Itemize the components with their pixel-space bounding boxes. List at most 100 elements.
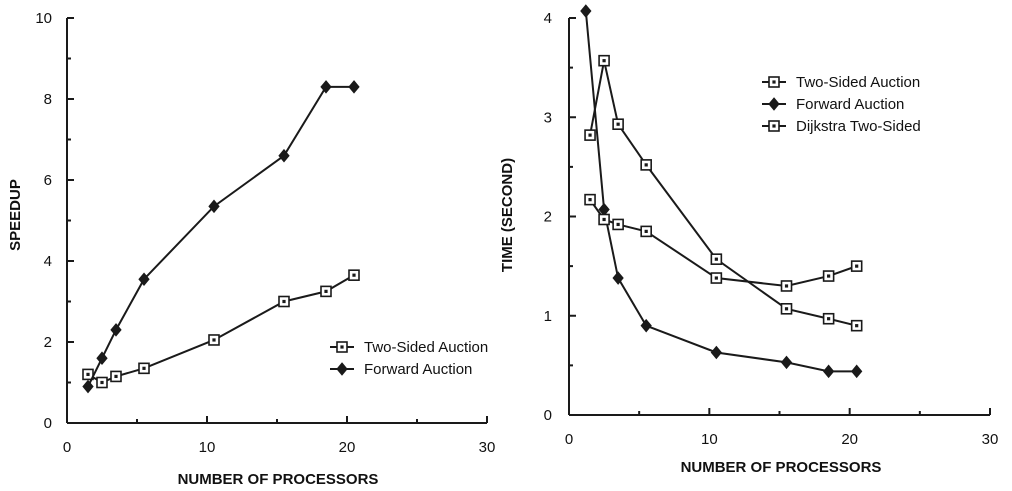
time-series-forward-auction-line <box>584 10 857 373</box>
time-x-tick-label: 10 <box>701 431 718 448</box>
time-series-dijkstra-two-sided-marker <box>612 218 624 231</box>
speedup-series-two-sided-auction-marker-dot <box>86 372 90 376</box>
time-series-two-sided-auction-legend-marker-dot <box>772 80 776 84</box>
speedup-series-two-sided-auction-marker <box>208 334 220 346</box>
speedup-series-forward-auction-marker <box>320 80 332 94</box>
time-y-tick-label: 0 <box>544 407 552 424</box>
time-series-two-sided-auction-marker-dot <box>784 307 789 311</box>
time-series-dijkstra-two-sided-marker <box>598 213 610 226</box>
speedup-y-tick-label: 8 <box>44 91 52 108</box>
time-series-forward-auction-legend-marker <box>768 97 780 111</box>
speedup-series-forward-auction-marker <box>348 80 360 94</box>
time-series-dijkstra-two-sided-marker <box>780 280 793 292</box>
time-series-dijkstra-two-sided-legend-label: Dijkstra Two-Sided <box>796 118 921 135</box>
speedup-series-forward-auction-marker <box>278 148 290 163</box>
time-series-two-sided-auction-legend-marker <box>768 76 780 88</box>
time-series-two-sided-auction-marker <box>598 54 610 67</box>
time-series-two-sided-auction-marker-dot <box>588 133 592 137</box>
time-series-dijkstra-two-sided-marker-dot <box>616 222 620 227</box>
speedup-series-two-sided-auction-marker <box>348 269 360 281</box>
time-series-dijkstra-two-sided-marker <box>640 225 652 238</box>
time-series-forward-auction-marker <box>612 271 624 285</box>
speedup-x-tick-label: 0 <box>63 439 71 456</box>
time-series-two-sided-auction-marker-dot <box>827 317 831 321</box>
time-series-forward-auction-marker <box>822 364 835 379</box>
time-x-tick-label: 30 <box>982 431 999 448</box>
speedup-series-two-sided-auction-marker-dot <box>352 273 356 277</box>
time-series-dijkstra-two-sided-marker-dot <box>644 229 648 233</box>
speedup-series-forward-auction-marker <box>96 351 108 365</box>
time-series-dijkstra-two-sided-marker-dot <box>602 217 606 222</box>
time-series-two-sided-auction-marker <box>710 253 723 265</box>
speedup-series-two-sided-auction-marker-dot <box>212 338 216 342</box>
time-x-tick-label: 20 <box>841 431 858 448</box>
speedup-series-two-sided-auction-line <box>87 274 355 384</box>
speedup-series-two-sided-auction-marker <box>320 285 332 298</box>
speedup-series-forward-auction-marker <box>138 272 150 287</box>
speedup-y-tick-label: 0 <box>44 415 52 432</box>
time-y-axis-title: TIME (SECOND) <box>499 158 516 272</box>
speedup-series-two-sided-auction-legend-marker <box>336 341 348 353</box>
time-series-dijkstra-two-sided-marker-dot <box>714 276 718 280</box>
time-y-tick-label: 2 <box>544 209 552 226</box>
time-series-two-sided-auction-marker <box>612 118 624 130</box>
time-y-tick-label: 3 <box>544 109 552 126</box>
time-series-forward-auction-marker <box>710 345 723 360</box>
time-series-dijkstra-two-sided-marker <box>850 260 863 272</box>
time-series-two-sided-auction-marker-dot <box>644 163 648 167</box>
time-series-dijkstra-two-sided-marker-dot <box>784 284 789 288</box>
time-series-forward-auction-marker <box>780 355 793 370</box>
time-series-forward-auction-marker <box>851 364 863 379</box>
time-series-forward-auction-marker <box>580 4 592 18</box>
speedup-x-tick-label: 20 <box>339 439 356 456</box>
time-chart: TIME (SECOND) NUMBER OF PROCESSORS 0 1 2 3 4… <box>499 4 999 476</box>
speedup-y-tick-label: 6 <box>44 172 52 189</box>
time-series-two-sided-auction-marker-dot <box>602 59 606 63</box>
speedup-series-forward-auction-legend-marker <box>336 362 348 376</box>
time-y-tick-label: 4 <box>544 10 552 27</box>
speedup-series-two-sided-auction-marker-dot <box>142 366 146 370</box>
time-series-dijkstra-two-sided-marker <box>710 272 723 284</box>
speedup-series-forward-auction-marker <box>82 379 94 394</box>
time-series-forward-auction-marker <box>640 318 652 333</box>
time-series-dijkstra-two-sided-legend-marker <box>768 120 780 132</box>
time-series-dijkstra-two-sided-line <box>589 199 858 287</box>
speedup-series-forward-auction-marker <box>208 199 220 214</box>
time-series-two-sided-auction-marker <box>640 159 652 171</box>
time-series-two-sided-auction-marker-dot <box>616 122 620 126</box>
time-series-two-sided-auction-marker <box>584 129 596 141</box>
time-series-dijkstra-two-sided-marker-dot <box>827 274 831 278</box>
time-series-two-sided-auction-marker-dot <box>855 324 859 328</box>
time-y-tick-label: 1 <box>544 308 552 325</box>
speedup-series-two-sided-auction-marker-dot <box>324 289 328 293</box>
time-x-axis-title: NUMBER OF PROCESSORS <box>681 459 882 476</box>
time-series-two-sided-auction-marker <box>780 303 793 315</box>
speedup-x-axis-title: NUMBER OF PROCESSORS <box>178 471 379 488</box>
time-series-two-sided-auction-line <box>589 60 857 327</box>
time-series-two-sided-auction-legend-label: Two-Sided Auction <box>796 74 920 91</box>
time-series-dijkstra-two-sided-marker-dot <box>855 264 859 268</box>
speedup-y-tick-label: 2 <box>44 334 52 351</box>
speedup-series-two-sided-auction-legend-label: Two-Sided Auction <box>364 339 488 356</box>
time-series-forward-auction-legend-label: Forward Auction <box>796 96 904 113</box>
time-series-dijkstra-two-sided-marker <box>584 193 596 206</box>
time-series-dijkstra-two-sided-legend-marker-dot <box>772 124 776 128</box>
speedup-series-two-sided-auction-marker <box>110 370 122 383</box>
speedup-y-tick-label: 10 <box>35 10 52 27</box>
time-series-dijkstra-two-sided-marker <box>822 270 835 282</box>
speedup-series-two-sided-auction-legend-marker-dot <box>340 345 344 349</box>
speedup-x-tick-label: 10 <box>199 439 216 456</box>
speedup-series-two-sided-auction-marker-dot <box>100 380 104 385</box>
speedup-series-forward-auction-legend-label: Forward Auction <box>364 361 472 378</box>
time-series-two-sided-auction-marker <box>822 312 835 325</box>
time-series-two-sided-auction-marker <box>850 319 863 332</box>
speedup-series-two-sided-auction-marker <box>96 376 108 389</box>
speedup-series-forward-auction-line <box>87 85 354 387</box>
time-x-tick-label: 0 <box>565 431 573 448</box>
speedup-y-tick-label: 4 <box>44 253 52 270</box>
speedup-series-two-sided-auction-marker-dot <box>282 299 286 304</box>
speedup-series-two-sided-auction-marker-dot <box>114 374 118 379</box>
speedup-series-forward-auction-marker <box>110 323 122 337</box>
speedup-chart: SPEEDUP NUMBER OF PROCESSORS 0 2 4 6 8 10 0 10 2… <box>7 10 495 488</box>
